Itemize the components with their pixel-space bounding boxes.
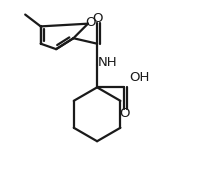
Text: NH: NH <box>97 56 117 69</box>
Text: O: O <box>92 12 102 25</box>
Text: O: O <box>86 16 96 29</box>
Text: OH: OH <box>130 71 150 84</box>
Text: O: O <box>119 107 130 120</box>
